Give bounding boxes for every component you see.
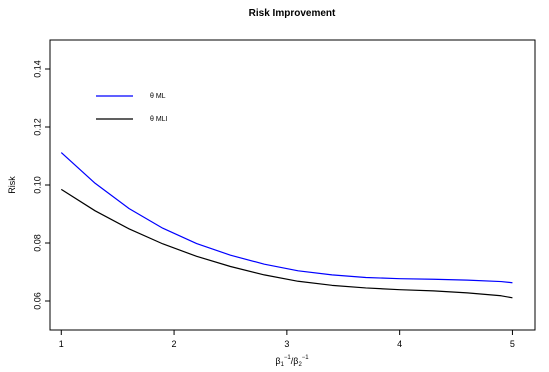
x-tick-label: 5 [510,339,515,349]
plot-frame-group [49,39,536,331]
x-axis-label: β1−1/β2−1 [275,355,309,368]
x-tick-label: 2 [172,339,177,349]
series-group [60,152,513,299]
x-tick-label: 3 [284,339,289,349]
x-tick-label: 1 [59,339,64,349]
series-line-1 [60,188,513,299]
chart-title: Risk Improvement [249,8,336,19]
x-tick-label: 4 [397,339,402,349]
legend: θ ML θ MLI [96,93,168,123]
y-axis-label: Risk [7,176,17,194]
y-tick-label: 0.10 [32,176,42,194]
y-tick-label: 0.08 [32,234,42,252]
legend-label-1: θ MLI [150,116,168,123]
y-tick-label: 0.14 [32,60,42,78]
x-axis: 1 2 3 4 5 [59,329,515,349]
y-axis: 0.06 0.08 0.10 0.12 0.14 [32,60,51,310]
legend-label-0: θ ML [150,93,166,100]
y-tick-label: 0.06 [32,292,42,310]
series-line-0 [60,152,513,284]
y-tick-label: 0.12 [32,118,42,136]
plot-frame [49,39,536,331]
